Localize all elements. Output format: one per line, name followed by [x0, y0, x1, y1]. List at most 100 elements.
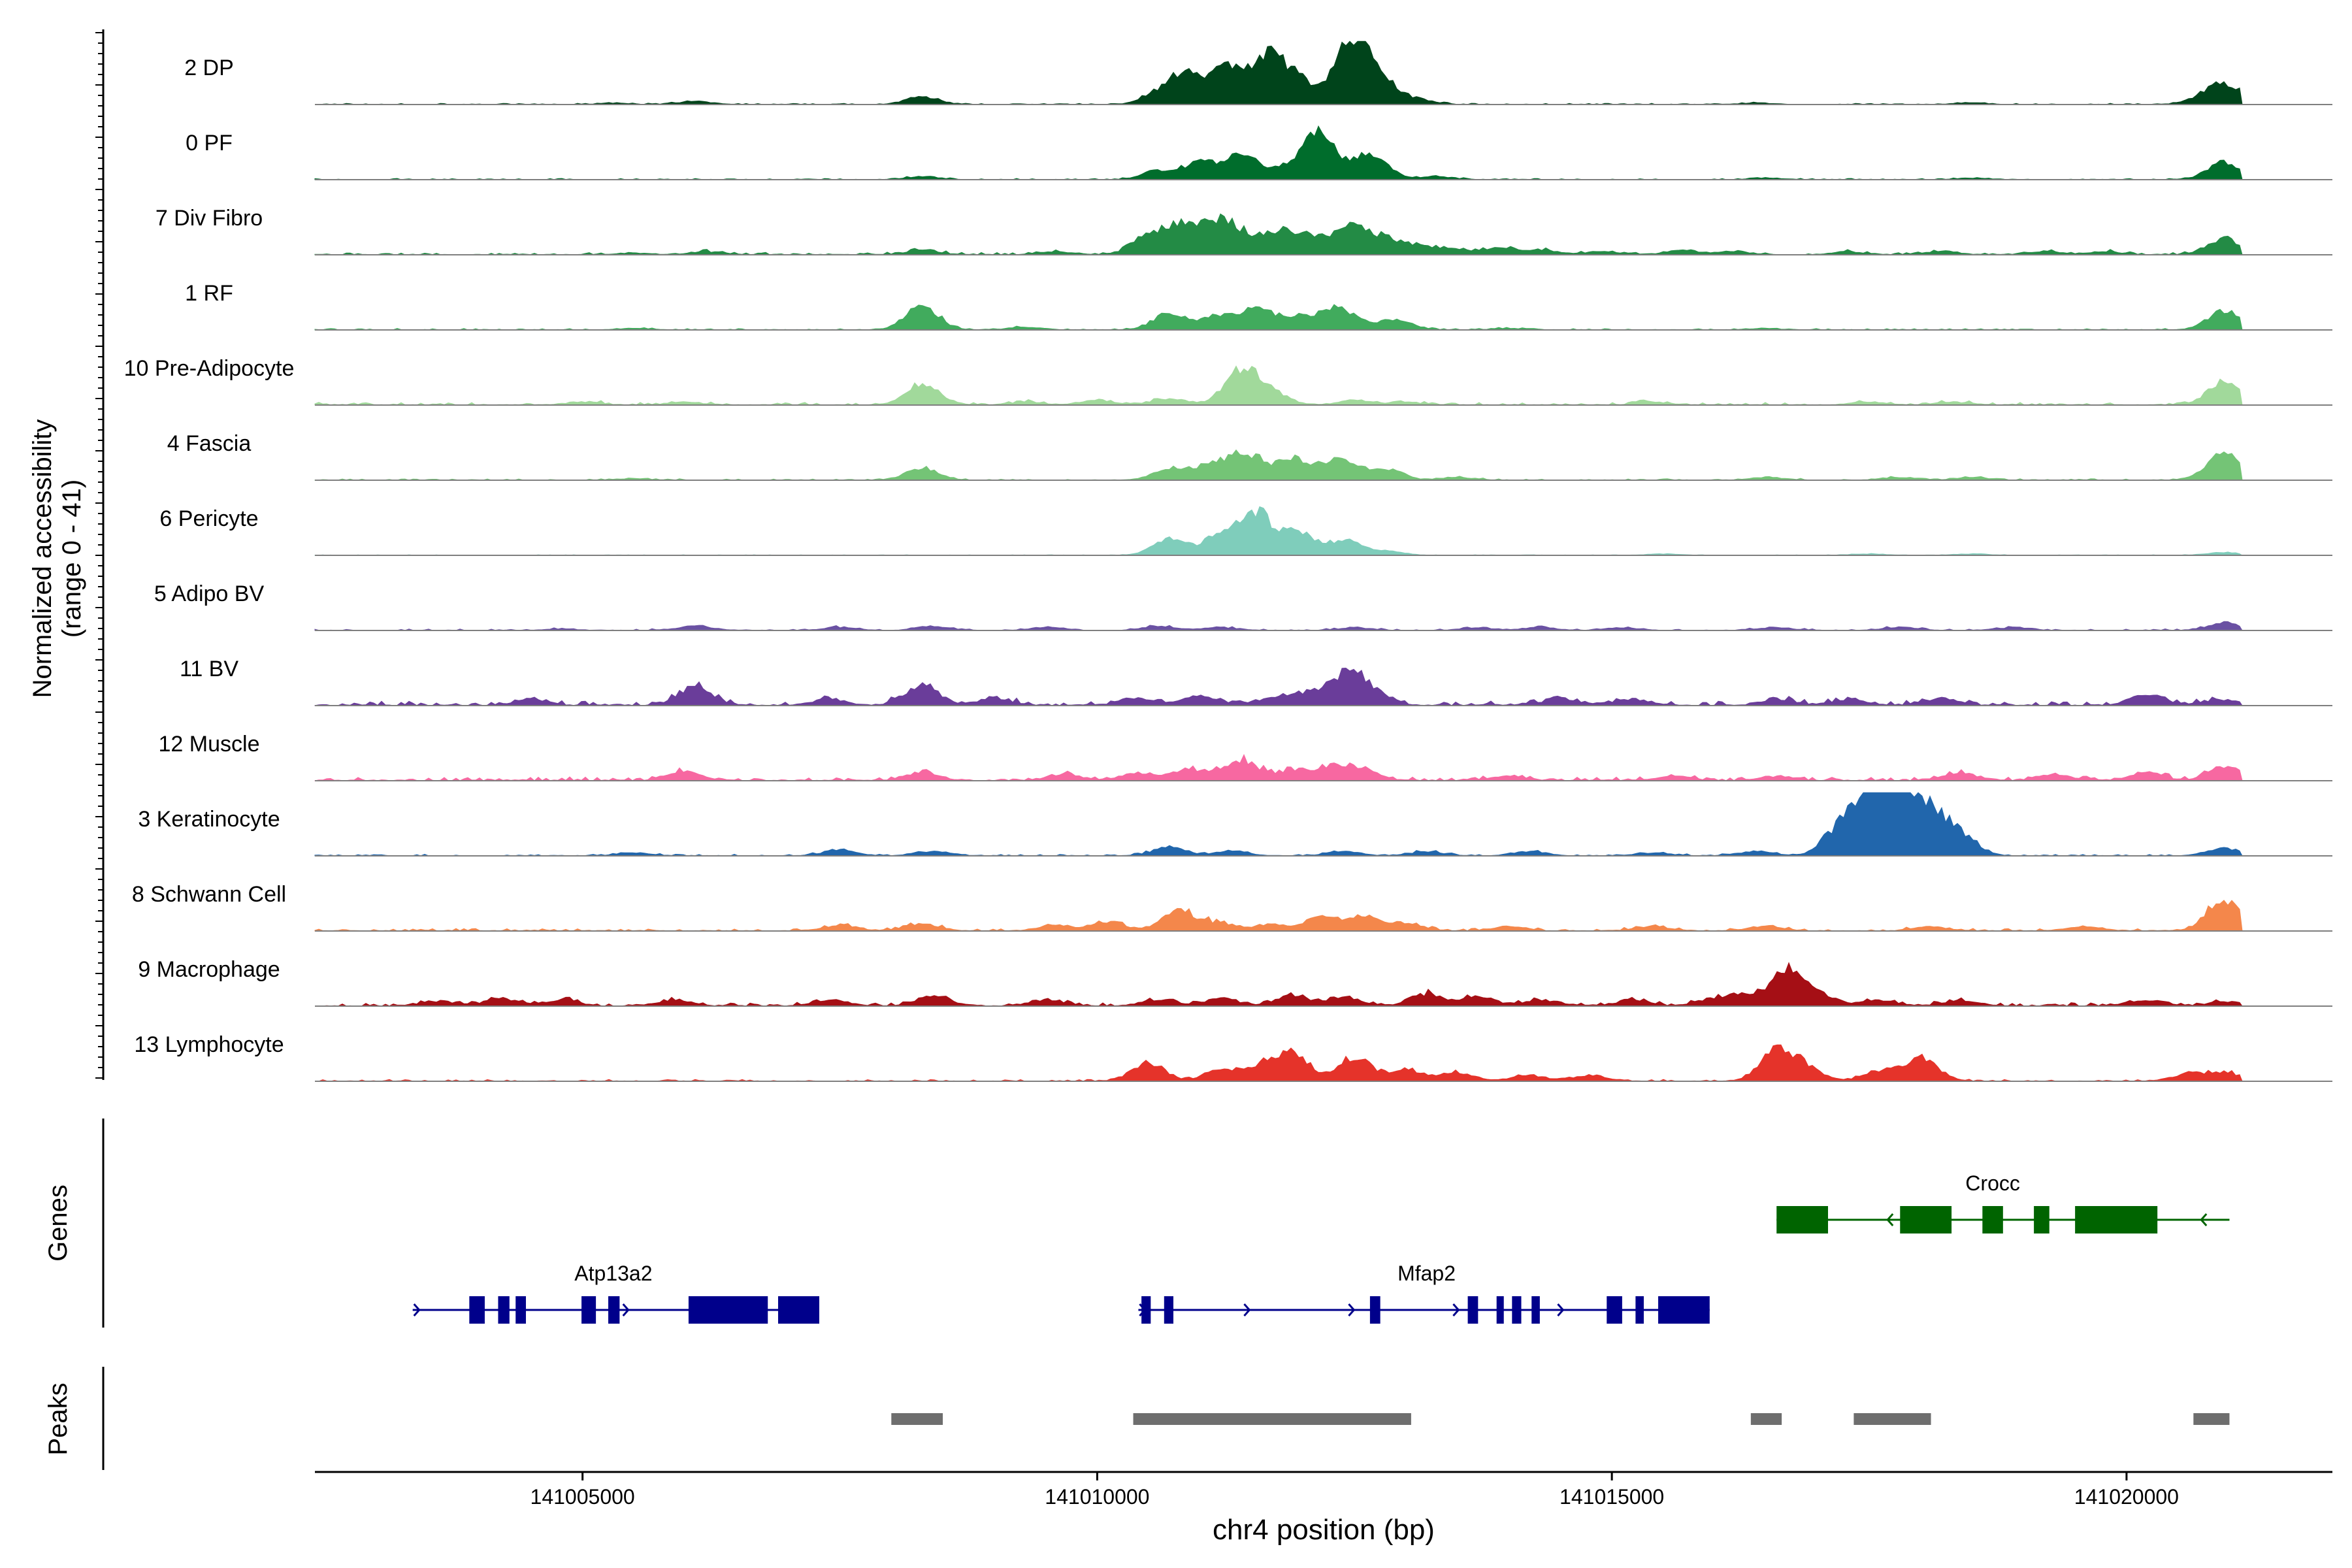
- gene-crocc: Crocc: [1776, 1171, 2230, 1233]
- exon: [608, 1296, 620, 1324]
- exon: [2075, 1206, 2158, 1233]
- track-label: 4 Fascia: [167, 431, 252, 456]
- track-signal: [314, 754, 2243, 781]
- strand-arrow: [1886, 1213, 1894, 1226]
- track-9-macrophage: 9 Macrophage: [138, 957, 2332, 1007]
- y-axis-label: Normalized accessibility: [28, 419, 57, 698]
- exon: [1164, 1296, 1173, 1324]
- track-5-adipo-bv: 5 Adipo BV: [154, 581, 2332, 631]
- exon: [1635, 1296, 1644, 1324]
- track-label: 13 Lymphocyte: [134, 1032, 284, 1057]
- track-6-pericyte: 6 Pericyte: [159, 506, 2332, 556]
- peak-regions: [891, 1413, 2230, 1425]
- peaks-panel-label: Peaks: [44, 1382, 73, 1455]
- track-label: 9 Macrophage: [138, 957, 280, 982]
- peak-region: [1133, 1413, 1411, 1425]
- exon: [1900, 1206, 1952, 1233]
- exon: [1369, 1296, 1380, 1324]
- track-signal: [314, 41, 2243, 105]
- exon: [1607, 1296, 1622, 1324]
- track-8-schwann-cell: 8 Schwann Cell: [132, 882, 2332, 932]
- track-signal: [314, 667, 2243, 706]
- track-13-lymphocyte: 13 Lymphocyte: [134, 1032, 2332, 1082]
- strand-arrow: [1348, 1303, 1356, 1316]
- track-signal: [314, 962, 2243, 1007]
- strand-arrow: [622, 1303, 630, 1316]
- strand-arrow: [413, 1303, 421, 1316]
- track-signal: [314, 621, 2243, 631]
- accessibility-tracks: 2 DP 0 PF 7 Div Fibro 1 RF 10 Pre-Adipocyte 4…: [124, 41, 2332, 1082]
- strand-arrow: [1243, 1303, 1251, 1316]
- x-tick-label: 141015000: [1560, 1485, 1664, 1509]
- track-signal: [314, 304, 2243, 331]
- track-label: 11 BV: [180, 657, 238, 681]
- track-signal: [314, 449, 2243, 481]
- y-axis-label-range: (range 0 - 41): [57, 480, 86, 638]
- gene-models: Atp13a2 Mfap2 Crocc: [412, 1171, 2230, 1324]
- peak-region: [891, 1413, 943, 1425]
- track-signal: [314, 900, 2243, 932]
- exon: [1496, 1296, 1504, 1324]
- genes-panel-label: Genes: [44, 1184, 73, 1262]
- peaks-panel: Peaks: [44, 1367, 2230, 1470]
- exon: [498, 1296, 510, 1324]
- gene-atp13a2: Atp13a2: [412, 1262, 819, 1324]
- x-tick-label: 141005000: [531, 1485, 635, 1509]
- track-label: 1 RF: [185, 281, 233, 306]
- x-tick-label: 141020000: [2074, 1485, 2179, 1509]
- exon: [688, 1296, 768, 1324]
- strand-arrow: [1557, 1303, 1565, 1316]
- exon: [515, 1296, 526, 1324]
- track-label: 5 Adipo BV: [154, 581, 265, 606]
- track-1-rf: 1 RF: [185, 281, 2332, 331]
- track-2-dp: 2 DP: [184, 41, 2332, 105]
- exon: [581, 1296, 596, 1324]
- track-signal: [314, 365, 2243, 406]
- track-label: 10 Pre-Adipocyte: [124, 356, 295, 381]
- track-signal: [314, 213, 2243, 255]
- track-7-div-fibro: 7 Div Fibro: [155, 206, 2332, 255]
- track-label: 8 Schwann Cell: [132, 882, 286, 907]
- track-4-fascia: 4 Fascia: [167, 431, 2332, 481]
- strand-arrow: [1452, 1303, 1460, 1316]
- strand-arrow: [2200, 1213, 2208, 1226]
- y-axis-ticks: [95, 32, 103, 1079]
- x-axis-label: chr4 position (bp): [1213, 1514, 1435, 1546]
- exon: [1512, 1296, 1522, 1324]
- track-label: 6 Pericyte: [159, 506, 258, 531]
- track-12-muscle: 12 Muscle: [159, 732, 2332, 781]
- track-label: 3 Keratinocyte: [138, 807, 280, 832]
- exon: [777, 1296, 819, 1324]
- exon: [1776, 1206, 1828, 1233]
- track-10-pre-adipocyte: 10 Pre-Adipocyte: [124, 356, 2332, 406]
- track-11-bv: 11 BV: [180, 657, 2332, 706]
- exon: [1658, 1296, 1710, 1324]
- exon: [469, 1296, 485, 1324]
- track-0-pf: 0 PF: [186, 125, 2332, 180]
- x-axis-group: 141005000 141010000 141015000 141020000 chr…: [315, 1471, 2332, 1546]
- exon: [1982, 1206, 2003, 1233]
- peak-region: [2193, 1413, 2230, 1425]
- track-signal: [314, 792, 2243, 857]
- track-signal: [314, 125, 2243, 180]
- y-axis-group: Normalized accessibility (range 0 - 41): [28, 29, 105, 1080]
- track-label: 2 DP: [184, 56, 234, 80]
- peak-region: [1854, 1413, 1931, 1425]
- gene-label: Mfap2: [1397, 1262, 1456, 1285]
- genes-panel: Genes Atp13a2 Mfap2 Crocc: [44, 1119, 2230, 1328]
- exon: [1531, 1296, 1540, 1324]
- x-axis-ticks: 141005000 141010000 141015000 141020000: [531, 1472, 2179, 1509]
- gene-label: Crocc: [1965, 1171, 2020, 1195]
- exon: [2034, 1206, 2050, 1233]
- gene-mfap2: Mfap2: [1138, 1262, 1710, 1324]
- track-signal: [314, 1044, 2243, 1082]
- track-signal: [314, 506, 2244, 556]
- track-label: 12 Muscle: [159, 732, 260, 757]
- track-label: 7 Div Fibro: [155, 206, 263, 231]
- gene-label: Atp13a2: [574, 1262, 652, 1285]
- track-label: 0 PF: [186, 131, 233, 155]
- track-3-keratinocyte: 3 Keratinocyte: [138, 792, 2332, 857]
- exon: [1141, 1296, 1151, 1324]
- x-tick-label: 141010000: [1045, 1485, 1149, 1509]
